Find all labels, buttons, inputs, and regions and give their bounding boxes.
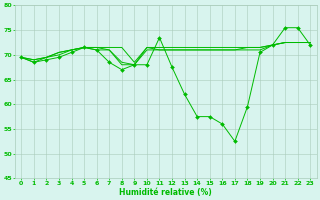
X-axis label: Humidité relative (%): Humidité relative (%) <box>119 188 212 197</box>
